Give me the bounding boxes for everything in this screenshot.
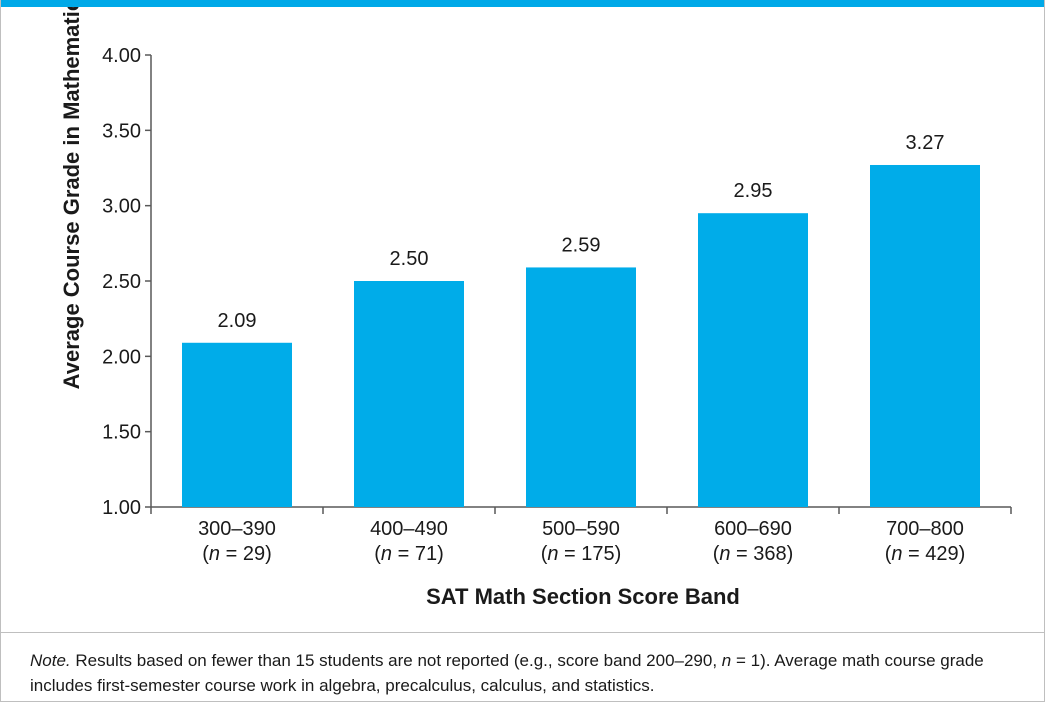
x-sample-size-label: (n = 368) (713, 543, 794, 565)
note-text-1: Results based on fewer than 15 students … (70, 651, 722, 670)
x-category-label: 400–490 (370, 518, 448, 540)
bar (526, 267, 636, 507)
x-sample-size-label: (n = 175) (541, 543, 622, 565)
x-sample-size-label: (n = 429) (885, 543, 966, 565)
x-axis: 300–390 (n = 29) 400–490 (n = 71) 500–590 (n … (150, 506, 1012, 565)
bar (870, 164, 980, 507)
bar (698, 213, 808, 507)
bar (354, 281, 464, 507)
x-category-label: 600–690 (714, 518, 792, 540)
accent-band (1, 0, 1044, 7)
x-sample-size-label: (n = 71) (374, 543, 444, 565)
bar-value-label: 2.09 (218, 310, 257, 332)
bar-value-label: 2.95 (734, 180, 773, 202)
chart-svg: 1.00 1.50 2.00 2.50 3.00 3.50 4.00 300–390 (n =… (59, 0, 1012, 609)
x-category-label: 700–800 (886, 518, 964, 540)
note-text-2: = 1). Average math course grade includes… (30, 651, 984, 695)
bar-chart: 1.00 1.50 2.00 2.50 3.00 3.50 4.00 300–390 (n =… (1, 0, 1044, 632)
y-tick-label: 2.50 (102, 271, 141, 293)
y-tick-label: 3.00 (102, 196, 141, 218)
x-axis-title: SAT Math Section Score Band (426, 584, 740, 609)
note-divider (1, 632, 1044, 633)
y-axis: 1.00 1.50 2.00 2.50 3.00 3.50 4.00 (102, 45, 152, 519)
bars: 2.09 2.50 2.59 2.95 3.27 (182, 132, 980, 507)
chart-note: Note. Results based on fewer than 15 stu… (30, 648, 1020, 698)
y-tick-label: 1.00 (102, 497, 141, 519)
bar-value-label: 2.50 (390, 248, 429, 270)
note-lead: Note. (30, 651, 71, 670)
x-sample-size-label: (n = 29) (202, 543, 272, 565)
note-n-symbol: n (721, 651, 732, 670)
bar (182, 342, 292, 507)
y-tick-label: 1.50 (102, 422, 141, 444)
x-category-label: 500–590 (542, 518, 620, 540)
y-tick-label: 2.00 (102, 346, 141, 368)
y-axis-title: Average Course Grade in Mathematics (59, 7, 84, 389)
y-tick-label: 4.00 (102, 45, 141, 67)
x-category-label: 300–390 (198, 518, 276, 540)
y-tick-label: 3.50 (102, 120, 141, 142)
bar-value-label: 2.59 (562, 234, 601, 256)
bar-value-label: 3.27 (906, 132, 945, 154)
